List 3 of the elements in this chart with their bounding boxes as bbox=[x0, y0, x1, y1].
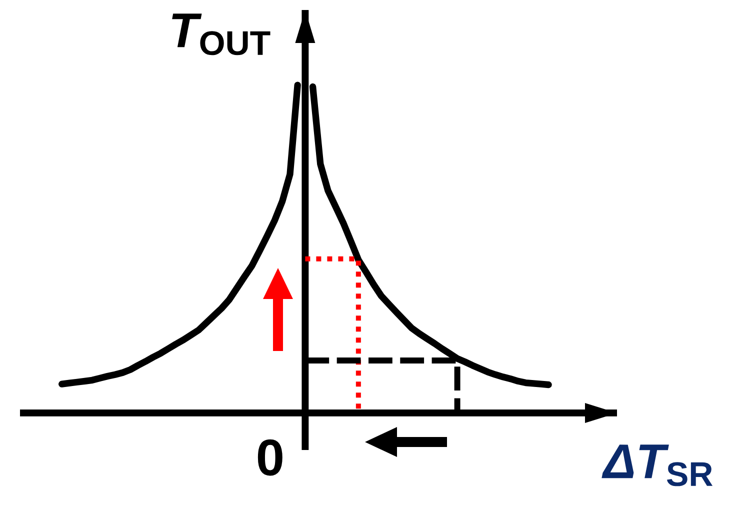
y-axis-title: T$_{OUT}$ bbox=[172, 14, 270, 56]
text: 0 bbox=[258, 439, 282, 476]
x-axis-title: ΔT$_{SR}$ bbox=[602, 444, 713, 486]
